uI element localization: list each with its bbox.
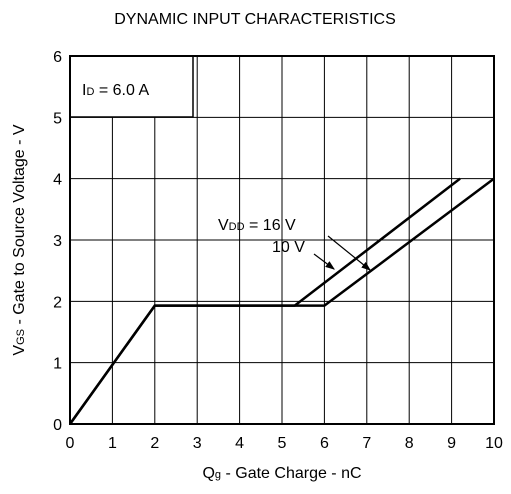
x-tick-label: 0 [66,435,75,452]
y-axis-label-sub: GS [15,329,27,345]
x-tick-label: 3 [193,435,202,452]
x-tick-label: 6 [320,435,329,452]
y-tick-label: 2 [53,294,62,311]
y-tick-label: 6 [53,49,62,66]
condition-label-main: I [82,82,86,99]
leader-line [313,253,335,270]
x-tick-label: 5 [278,435,287,452]
x-tick-label: 9 [447,435,456,452]
series-label-prefix: V [218,217,229,234]
x-tick-label: 1 [108,435,117,452]
y-tick-label: 3 [53,233,62,250]
plot-frame [69,55,495,425]
series-label-name: 16 V [263,217,296,234]
x-tick-label: 10 [485,435,503,452]
y-tick-label: 5 [53,110,62,127]
x-axis-label: Qg - Gate Charge - nC [202,465,361,482]
x-tick-label: 4 [235,435,244,452]
y-axis-label-main: V [11,345,28,356]
x-tick-label: 7 [362,435,371,452]
series-label-prefix-sub: DD [229,221,245,233]
series-label: 10 V [272,239,305,256]
x-tick-label: 2 [150,435,159,452]
y-axis-label: VGS - Gate to Source Voltage - V [11,124,28,355]
y-tick-label: 4 [53,172,62,189]
x-tick-label: 8 [405,435,414,452]
y-axis-label-rest: - Gate to Source Voltage - V [11,124,28,329]
series-label-prefix-rest: = [245,217,263,234]
x-axis-label-sub: g [215,469,221,481]
chart-title: DYNAMIC INPUT CHARACTERISTICS [114,11,396,28]
x-axis-label-main: Q [202,465,214,482]
lines [68,177,495,425]
condition-label: ID = 6.0 A [82,82,149,99]
leader-line [327,235,371,271]
series-label: VDD = 16 V [218,217,296,234]
series-line [68,177,495,425]
condition-label-sub: D [86,86,94,98]
condition-label-rest: = 6.0 A [94,82,149,99]
x-axis-label-rest: - Gate Charge - nC [221,465,362,482]
y-tick-label: 1 [53,356,62,373]
y-tick-label: 0 [53,417,62,434]
